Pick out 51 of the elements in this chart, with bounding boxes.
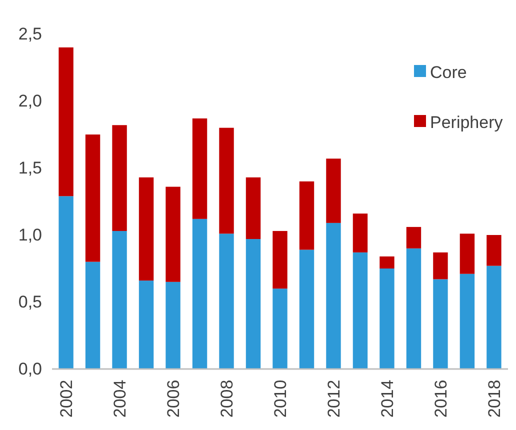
bar xyxy=(112,125,127,231)
bar xyxy=(58,196,74,369)
bar xyxy=(58,47,74,196)
y-tick-label: 2,0 xyxy=(18,91,42,110)
bar xyxy=(486,266,502,369)
bar xyxy=(112,230,127,369)
bar xyxy=(433,279,448,369)
bar xyxy=(406,226,422,248)
bar xyxy=(406,248,422,369)
bar xyxy=(380,268,394,369)
bar xyxy=(138,177,154,281)
x-tick-label: 2010 xyxy=(270,380,290,418)
y-tick-label: 1,0 xyxy=(18,225,42,244)
bar xyxy=(486,235,502,266)
y-tick-label: 0,0 xyxy=(18,359,42,378)
bar xyxy=(352,252,368,369)
y-tick-label: 1,5 xyxy=(18,158,42,178)
bar xyxy=(326,158,341,223)
bar xyxy=(299,250,314,369)
x-tick-label: 2014 xyxy=(378,380,397,418)
bar xyxy=(192,118,208,219)
bar xyxy=(85,262,100,369)
legend-label: Periphery xyxy=(430,112,504,132)
y-tick-label: 2,5 xyxy=(18,24,42,44)
x-tick-label: 2012 xyxy=(324,380,344,418)
bar xyxy=(192,218,208,369)
bar xyxy=(380,256,394,268)
y-tick-label: 0,5 xyxy=(18,292,42,312)
legend-label: Core xyxy=(430,62,467,82)
bar xyxy=(219,128,234,234)
x-tick-label: 2002 xyxy=(56,380,76,418)
bar xyxy=(166,186,180,282)
bar xyxy=(166,282,180,369)
bar xyxy=(246,239,261,369)
bar xyxy=(246,177,261,240)
x-tick-label: 2016 xyxy=(431,380,450,418)
bar xyxy=(219,234,234,369)
bar xyxy=(138,280,154,369)
bar xyxy=(352,214,368,252)
bar xyxy=(460,234,475,274)
bar xyxy=(272,288,288,369)
bar xyxy=(433,252,448,280)
x-tick-label: 2006 xyxy=(164,380,183,418)
bar xyxy=(272,230,288,289)
x-tick-label: 2018 xyxy=(484,380,504,418)
bar xyxy=(299,181,314,250)
bar xyxy=(460,274,475,369)
bar xyxy=(85,134,100,262)
x-tick-label: 2008 xyxy=(217,380,236,418)
x-tick-label: 2004 xyxy=(110,380,130,418)
bar xyxy=(326,222,341,369)
